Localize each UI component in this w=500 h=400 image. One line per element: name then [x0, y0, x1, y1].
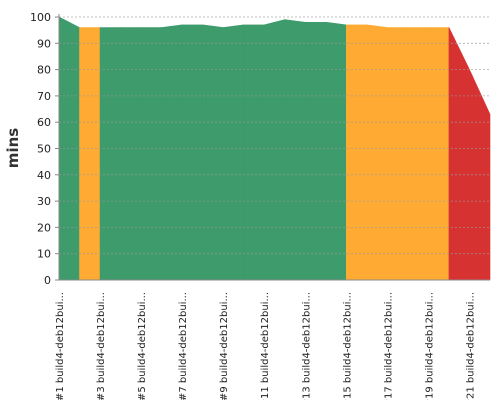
y-tick-label: 30	[37, 195, 51, 208]
x-tick-label: #3 build4-deb12bui...	[96, 292, 107, 400]
area-segment-success	[304, 21, 327, 281]
area-segment-success	[99, 27, 121, 281]
area-segment-success	[325, 21, 347, 281]
x-tick-label: #11 build4-deb12bui...	[260, 292, 271, 400]
y-tick-label: 20	[37, 221, 51, 234]
y-tick-label: 0	[44, 274, 51, 287]
y-tick-label: 70	[37, 90, 51, 103]
area-segment-unstable	[407, 27, 429, 281]
x-tick-label: #5 build4-deb12bui...	[137, 292, 148, 400]
area-segment-success	[222, 24, 245, 281]
area-segment-success	[202, 24, 224, 281]
area-segment-unstable	[346, 24, 368, 281]
area-segment-success	[140, 27, 162, 281]
axes	[55, 14, 490, 281]
x-tick-label: #7 build4-deb12bui...	[178, 292, 189, 400]
x-tick-label: #9 build4-deb12bui...	[219, 292, 230, 400]
y-tick-labels: 0 10 20 30 40 50 60 70 80 90 100	[30, 11, 51, 287]
area-segment-success	[284, 19, 306, 281]
area-segment-success	[181, 24, 203, 281]
area-segment-unstable	[387, 27, 409, 281]
x-tick-label: #19 build4-deb12bui...	[424, 292, 435, 400]
y-tick-label: 10	[37, 248, 51, 261]
area-segment-success	[243, 24, 265, 281]
area-segment-failed	[448, 27, 470, 281]
x-tick-label: #21 build4-deb12bui...	[465, 292, 476, 400]
y-tick-label: 100	[30, 11, 51, 24]
y-axis-title: mins	[4, 128, 22, 168]
x-tick-labels: #1 build4-deb12bui... #3 build4-deb12bui.…	[55, 292, 476, 400]
area-segment-success	[263, 19, 286, 281]
area-segment-success	[161, 24, 183, 281]
x-tick-label: #17 build4-deb12bui...	[383, 292, 394, 400]
area-segment-unstable	[366, 24, 388, 281]
x-tick-label: #13 build4-deb12bui...	[301, 292, 312, 400]
y-tick-label: 40	[37, 169, 51, 182]
area-segments	[58, 16, 491, 281]
x-tick-label: #1 build4-deb12bui...	[55, 292, 66, 400]
x-tick-label: #15 build4-deb12bui...	[342, 292, 353, 400]
area-segment-unstable	[79, 27, 101, 281]
y-tick-label: 50	[37, 143, 51, 156]
y-tick-label: 80	[37, 64, 51, 77]
y-tick-label: 60	[37, 116, 51, 129]
area-segment-unstable	[428, 27, 450, 281]
area-segment-success	[120, 27, 142, 281]
y-tick-label: 90	[37, 37, 51, 50]
